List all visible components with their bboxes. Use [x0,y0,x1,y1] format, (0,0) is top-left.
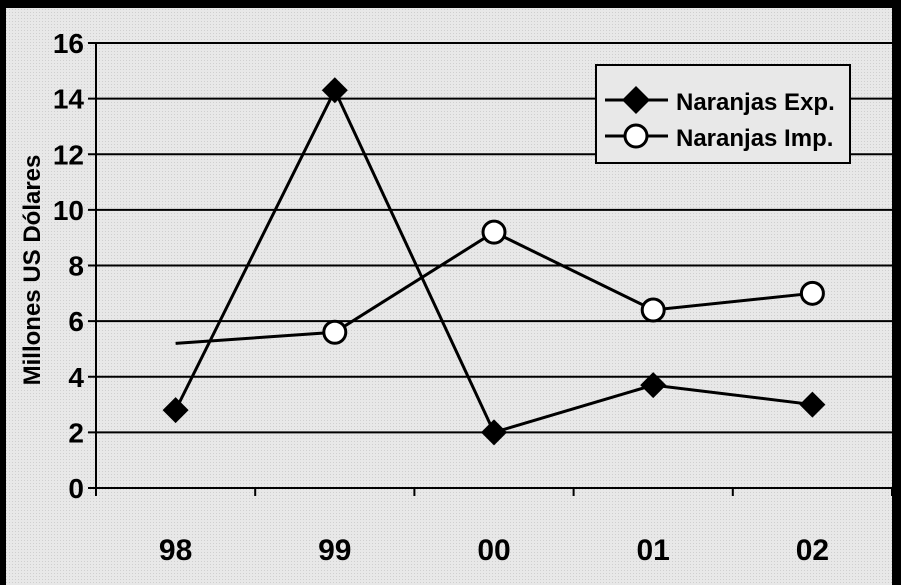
top-border [0,0,901,8]
data-point-exp [481,419,507,446]
data-point-imp [481,219,507,245]
left-border [0,0,6,585]
data-point-imp [799,280,825,306]
x-tick-labels: 98 99 00 01 02 [159,534,829,567]
x-tick-label: 01 [637,534,670,567]
data-point-exp [162,397,189,424]
data-point-imp [640,297,666,323]
y-tick-label: 4 [68,362,84,393]
legend-label-imp: Naranjas Imp. [676,125,833,152]
legend-label-exp: Naranjas Exp. [676,89,835,116]
legend-diamond-marker [622,86,650,114]
y-axis-title: Millones US Dólares [19,155,46,386]
y-tick-labels: 0 2 4 6 8 10 12 14 16 [53,28,85,504]
y-tick-label: 14 [53,84,85,115]
data-point-imp [322,319,348,345]
y-tick-label: 10 [53,195,84,226]
y-tick-label: 8 [68,251,84,282]
x-tick-label: 02 [796,534,829,567]
data-point-exp [799,391,826,418]
axes [88,42,893,496]
y-tick-label: 2 [68,417,84,448]
x-tick-label: 00 [477,534,510,567]
y-tick-label: 6 [68,306,84,337]
y-tick-label: 12 [53,139,84,170]
data-point-exp [321,77,348,104]
legend: Naranjas Exp. Naranjas Imp. [595,64,851,164]
y-tick-label: 0 [68,473,84,504]
data-point-exp [640,372,667,399]
right-border [892,0,901,585]
y-tick-label: 16 [53,28,84,59]
series [162,77,826,446]
x-tick-label: 98 [159,534,192,567]
legend-circle-marker [623,123,649,149]
x-tick-label: 99 [318,534,351,567]
